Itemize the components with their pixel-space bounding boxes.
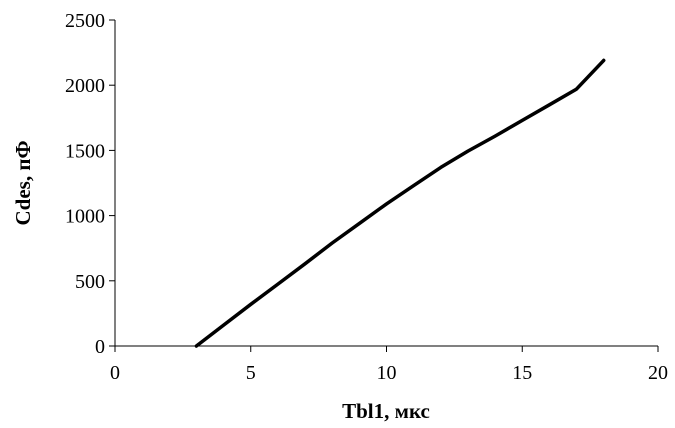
x-tick-label: 15 [512, 362, 532, 384]
y-tick-label: 500 [75, 271, 105, 293]
y-axis-title: Cdes, пФ [11, 141, 35, 226]
y-tick-labels: 0 500 1000 1500 2000 2500 [65, 10, 105, 358]
x-axis-title: Tbl1, мкс [342, 399, 430, 423]
y-tick-label: 0 [95, 336, 105, 358]
y-axis [109, 19, 116, 347]
y-tick-label: 2000 [65, 75, 105, 97]
y-tick-label: 1000 [65, 206, 105, 228]
series-layer [194, 58, 606, 348]
x-axis [114, 345, 659, 352]
series-line [194, 58, 606, 348]
x-tick-label: 0 [110, 362, 120, 384]
y-tick-label: 1500 [65, 140, 105, 162]
x-tick-label: 5 [246, 362, 256, 384]
x-tick-label: 10 [377, 362, 397, 384]
y-tick-label: 2500 [65, 10, 105, 32]
x-tick-label: 20 [648, 362, 668, 384]
x-tick-labels: 0 5 10 15 20 [110, 362, 668, 384]
